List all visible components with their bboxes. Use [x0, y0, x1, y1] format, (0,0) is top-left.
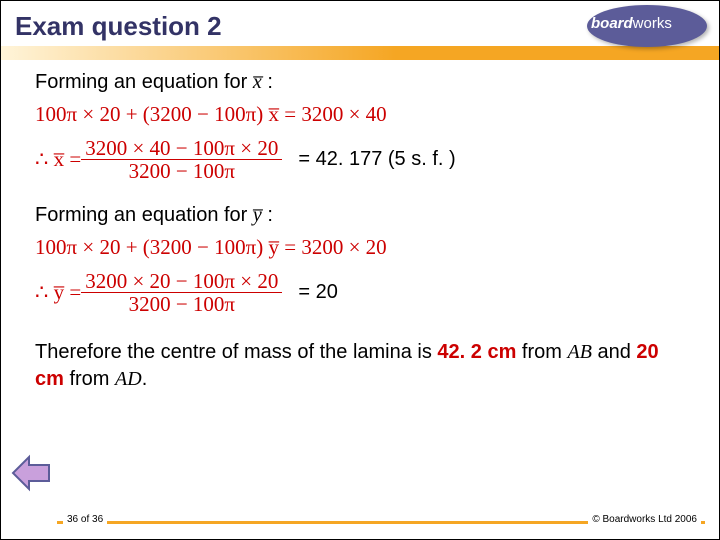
- eq4-row: ∴ y̅ = 3200 × 20 − 100π × 20 3200 − 100π…: [35, 270, 685, 315]
- eq2-row: ∴ x̅ = 3200 × 40 − 100π × 20 3200 − 100π…: [35, 137, 685, 182]
- copyright: © Boardworks Ltd 2006: [588, 514, 701, 525]
- eq2-frac: 3200 × 40 − 100π × 20 3200 − 100π: [81, 137, 282, 182]
- eq2-result: = 42. 177 (5 s. f. ): [298, 148, 455, 171]
- logo-text: boardworks: [591, 15, 672, 32]
- forming-y-line: Forming an equation for y̅ :: [35, 204, 685, 227]
- slide-counter: 36 of 36: [63, 514, 107, 525]
- page-title: Exam question 2: [15, 11, 222, 42]
- footer: 36 of 36 © Boardworks Ltd 2006: [1, 507, 719, 539]
- logo: boardworks: [577, 5, 707, 49]
- eq1: 100π × 20 + (3200 − 100π) x̅ = 3200 × 40: [35, 102, 685, 127]
- back-arrow-icon[interactable]: [9, 451, 53, 495]
- header: Exam question 2 boardworks: [1, 1, 719, 59]
- final-line: Therefore the centre of mass of the lami…: [35, 339, 685, 393]
- eq4-result: = 20: [298, 281, 337, 304]
- forming-x-line: Forming an equation for x̅ :: [35, 71, 685, 94]
- content: Forming an equation for x̅ : 100π × 20 +…: [35, 71, 685, 491]
- eq4-frac: 3200 × 20 − 100π × 20 3200 − 100π: [81, 270, 282, 315]
- eq2-pre: ∴ x̅ =: [35, 147, 81, 172]
- eq3: 100π × 20 + (3200 − 100π) y̅ = 3200 × 20: [35, 235, 685, 260]
- eq4-pre: ∴ y̅ =: [35, 280, 81, 305]
